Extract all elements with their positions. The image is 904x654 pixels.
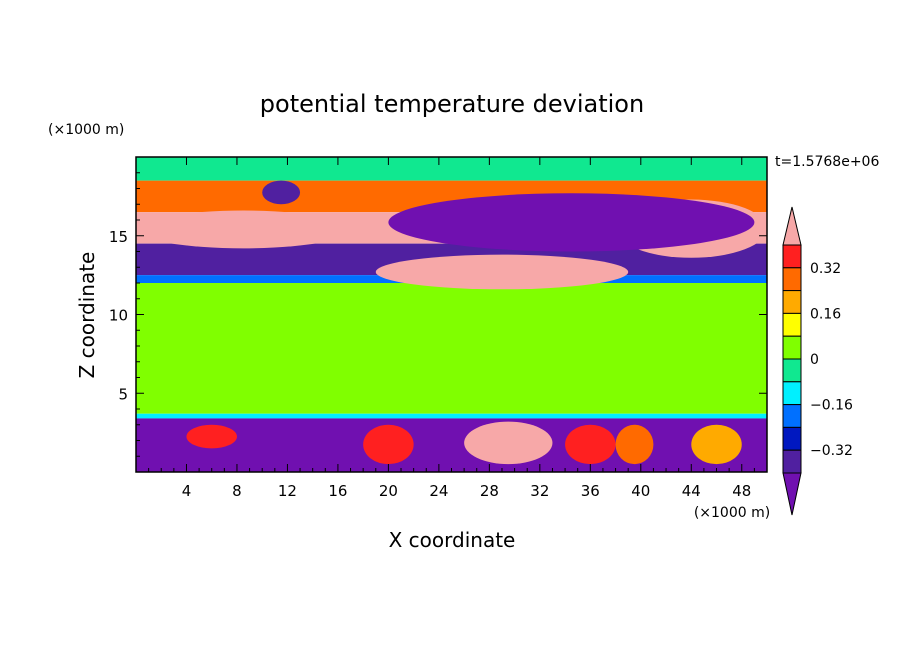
colorbar-label: 0.16 [810,306,841,322]
contour-feature [565,424,616,465]
x-tick-label: 40 [631,482,650,500]
x-tick-label: 4 [182,482,192,500]
x-tick-label: 20 [379,482,398,500]
y-tick-label: 10 [109,307,128,325]
time-label: t=1.5768e+06 [775,154,879,170]
contour-band [136,157,767,181]
colorbar-box [782,335,802,360]
colorbar-label: −0.32 [810,443,853,459]
x-tick-label: 12 [278,482,297,500]
x-tick-label: 44 [682,482,701,500]
contour-feature [375,254,629,290]
colorbar-label: 0.32 [810,261,841,277]
colorbar-label: −0.16 [810,398,853,414]
x-tick-label: 24 [429,482,448,500]
chart-title: potential temperature deviation [260,90,644,118]
y-axis: 5 10 15 [109,172,767,457]
colorbar-box [782,449,802,474]
contour-feature [262,180,301,205]
colorbar-box [782,404,802,428]
contour-feature [615,424,654,465]
x-unit-label: (×1000 m) [694,505,770,521]
x-axis-label: X coordinate [389,528,516,552]
contour-feature [691,424,742,465]
x-tick-label: 32 [530,482,549,500]
contour-band [136,413,767,419]
colorbar-box [782,290,802,314]
colorbar-label: 0 [810,352,819,368]
contour-band [136,283,767,414]
contour-feature [186,424,237,449]
colorbar-box [782,426,802,451]
colorbar-box [782,358,802,383]
colorbar-box [782,244,802,269]
contour-feature [464,421,553,465]
x-axis: 4 8 12 16 20 24 28 32 36 40 44 48 [148,157,755,500]
colorbar-top-triangle [782,206,802,246]
x-tick-label: 16 [328,482,347,500]
y-axis-label: Z coordinate [75,252,99,379]
colorbar-box [782,312,802,337]
x-tick-label: 36 [581,482,600,500]
y-tick-label: 5 [118,385,128,403]
y-unit-label: (×1000 m) [48,122,124,138]
x-tick-label: 48 [732,482,751,500]
colorbar-bottom-triangle [782,472,802,516]
colorbar-box [782,381,802,406]
contour-feature [363,424,414,465]
contour-feature [136,210,351,249]
colorbar-box [782,267,802,292]
y-tick-label: 15 [109,228,128,246]
contour-band [136,418,767,472]
x-tick-label: 28 [480,482,499,500]
colorbar: 0.32 0.16 0 −0.16 −0.32 [782,206,853,516]
contour-field [136,157,767,472]
contour-feature [388,193,755,252]
x-tick-label: 8 [232,482,242,500]
